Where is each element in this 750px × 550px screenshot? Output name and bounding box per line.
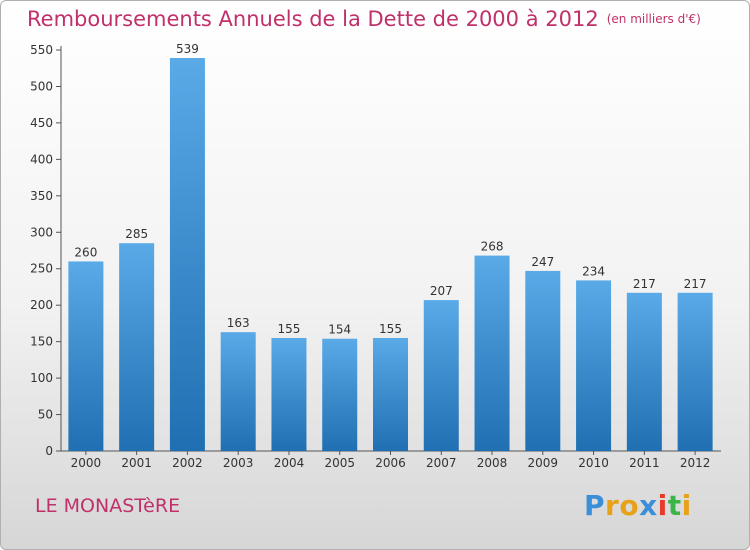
x-tick-label: 2007 (426, 456, 457, 470)
x-tick-label: 2012 (680, 456, 711, 470)
bar-value-label: 234 (582, 264, 605, 278)
bar (271, 337, 307, 451)
logo-letter: x (639, 489, 658, 522)
bar-value-label: 268 (481, 240, 504, 254)
bar (626, 292, 662, 451)
logo-letter: P (584, 489, 606, 522)
x-tick-label: 2000 (71, 456, 102, 470)
x-tick-label: 2004 (274, 456, 305, 470)
bar-value-label: 285 (125, 227, 148, 241)
bar (677, 292, 713, 451)
bar (220, 332, 256, 451)
y-tick-label: 400 (30, 152, 53, 166)
bar (169, 58, 205, 452)
bar-value-label: 154 (328, 323, 351, 337)
chart-title: Remboursements Annuels de la Dette de 20… (27, 7, 701, 31)
bar (525, 270, 561, 451)
y-tick-label: 350 (30, 189, 53, 203)
x-tick-label: 2008 (477, 456, 508, 470)
y-tick-label: 200 (30, 298, 53, 312)
logo-letter: o (619, 489, 640, 522)
bar (373, 337, 408, 451)
bar-value-label: 207 (430, 284, 453, 298)
y-tick-label: 0 (45, 444, 53, 458)
y-tick-label: 500 (30, 79, 53, 93)
bar-value-label: 247 (531, 255, 554, 269)
logo-letter: r (605, 489, 620, 522)
bar-value-label: 260 (74, 245, 97, 259)
bar-value-label: 163 (227, 316, 250, 330)
bar-value-label: 155 (379, 322, 402, 336)
y-tick-label: 150 (30, 335, 53, 349)
x-tick-label: 2003 (223, 456, 254, 470)
y-tick-label: 250 (30, 262, 53, 276)
bar (576, 280, 612, 451)
y-tick-label: 450 (30, 116, 53, 130)
x-tick-label: 2005 (324, 456, 355, 470)
x-tick-label: 2010 (578, 456, 609, 470)
logo-letter: t (667, 489, 682, 522)
y-tick-label: 50 (38, 408, 53, 422)
bar-value-label: 539 (176, 42, 199, 56)
bar-value-label: 217 (633, 277, 656, 291)
logo-letter: i (681, 489, 692, 522)
x-tick-label: 2009 (528, 456, 559, 470)
y-tick-label: 300 (30, 225, 53, 239)
bar (119, 243, 155, 451)
chart-title-text: Remboursements Annuels de la Dette de 20… (27, 7, 599, 31)
proxiti-logo: Proxiti (584, 489, 692, 522)
logo-letter: i (657, 489, 668, 522)
x-tick-label: 2011 (629, 456, 660, 470)
chart-subtitle: (en milliers d'€) (606, 12, 701, 26)
bar-value-label: 217 (684, 277, 707, 291)
commune-name: LE MONASTèRE (35, 495, 181, 517)
x-tick-label: 2006 (375, 456, 406, 470)
x-tick-label: 2002 (172, 456, 203, 470)
bar-value-label: 155 (278, 322, 301, 336)
bar (423, 300, 459, 451)
y-tick-label: 100 (30, 371, 53, 385)
bar (474, 255, 510, 451)
x-tick-label: 2001 (121, 456, 152, 470)
y-tick-label: 550 (30, 43, 53, 57)
bar (322, 338, 358, 451)
bar (68, 261, 104, 451)
